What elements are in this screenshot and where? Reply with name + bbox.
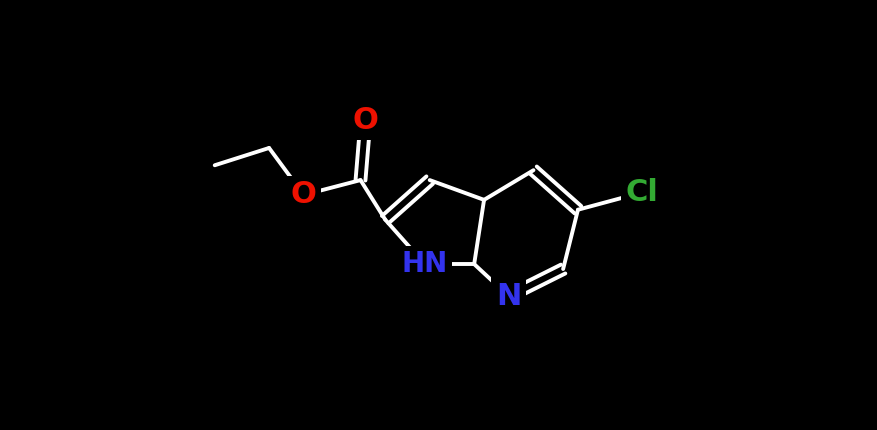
Text: Cl: Cl xyxy=(626,178,659,207)
Text: O: O xyxy=(353,106,378,135)
Text: O: O xyxy=(353,106,378,135)
Text: O: O xyxy=(291,181,317,209)
Text: O: O xyxy=(291,181,317,209)
Text: N: N xyxy=(496,282,522,311)
Text: Cl: Cl xyxy=(626,178,659,207)
Text: HN: HN xyxy=(402,250,448,278)
Text: HN: HN xyxy=(402,250,448,278)
Text: N: N xyxy=(496,282,522,311)
